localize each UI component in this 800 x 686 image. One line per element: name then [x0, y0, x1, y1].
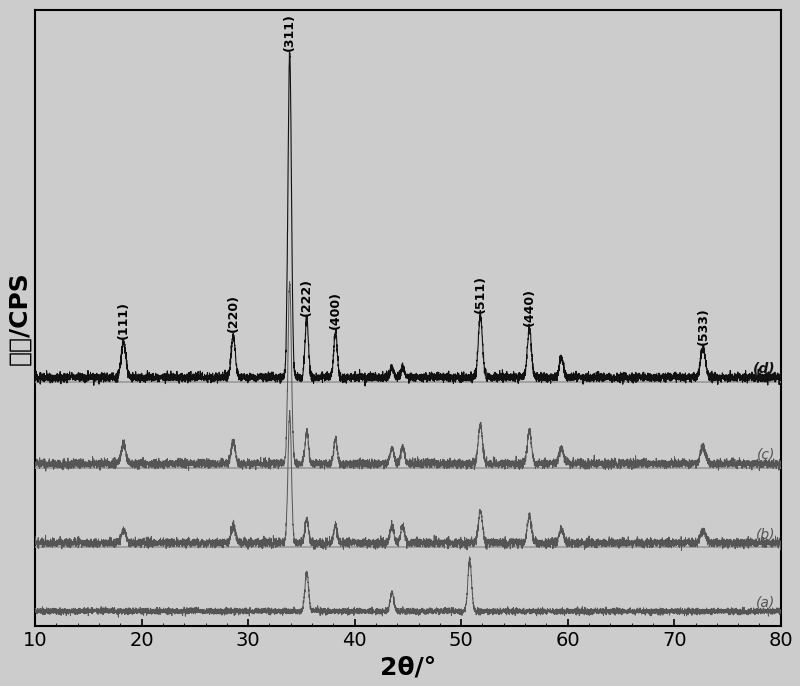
Text: (222): (222)	[300, 278, 314, 316]
Text: (a): (a)	[756, 595, 775, 609]
X-axis label: 2θ/°: 2θ/°	[380, 655, 436, 679]
Text: (400): (400)	[329, 291, 342, 329]
Text: (c): (c)	[757, 448, 775, 462]
Text: (533): (533)	[697, 307, 710, 345]
Text: (d): (d)	[753, 362, 775, 375]
Text: (220): (220)	[226, 294, 240, 332]
Text: (311): (311)	[283, 12, 296, 51]
Text: (440): (440)	[523, 288, 536, 326]
Text: (111): (111)	[117, 300, 130, 339]
Text: (511): (511)	[474, 275, 487, 313]
Text: (b): (b)	[756, 527, 775, 541]
Y-axis label: 强度/CPS: 强度/CPS	[7, 271, 31, 365]
